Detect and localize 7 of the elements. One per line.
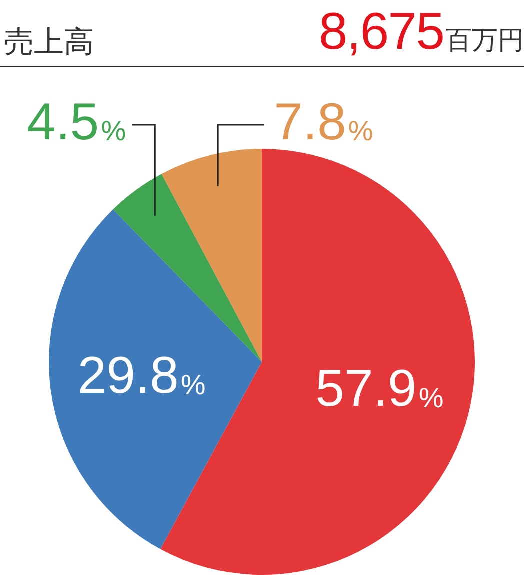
data-label: 4.5% xyxy=(26,93,126,152)
data-label: 29.8% xyxy=(78,347,206,406)
data-label: 7.8% xyxy=(274,93,374,152)
text: 百万円 xyxy=(446,26,524,56)
chart-title: 売上高 xyxy=(4,24,94,62)
chart-subtitle: 8,675 xyxy=(318,3,444,61)
data-label: 57.9% xyxy=(316,360,444,418)
